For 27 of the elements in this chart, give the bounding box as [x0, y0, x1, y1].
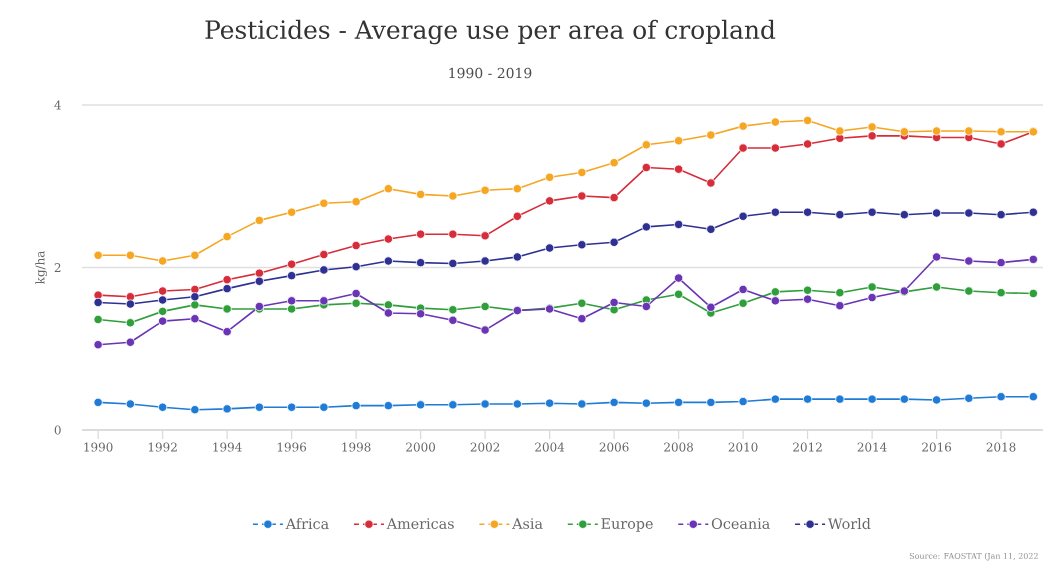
x-tick-label: 1998	[342, 442, 371, 452]
legend-label: Asia	[512, 518, 543, 529]
legend-label: Americas	[386, 518, 454, 529]
chart-title: Pesticides - Average use per area of cropland	[205, 19, 776, 45]
y-tick-label: 0	[54, 425, 61, 435]
legend-label: Africa	[285, 518, 329, 530]
x-tick-label: 2004	[535, 442, 565, 452]
x-tick-label: 1994	[213, 442, 242, 452]
x-tick-label: 2014	[857, 442, 887, 452]
x-tick-label: 2012	[793, 442, 822, 452]
x-tick-label: 2006	[599, 442, 629, 452]
y-axis-title: kg/ha	[35, 250, 48, 285]
legend-label: Europe	[601, 518, 653, 532]
chart-subtitle: 1990 - 2019	[449, 67, 532, 79]
x-tick-label: 1996	[277, 442, 307, 452]
x-tick-label: 2016	[922, 442, 952, 452]
y-tick-label: 2	[54, 263, 61, 272]
x-tick-label: 2000	[406, 442, 436, 452]
y-tick-label: 4	[54, 100, 61, 110]
x-tick-label: 1990	[84, 442, 113, 452]
x-tick-label: 2008	[664, 442, 693, 452]
legend-label: Oceania	[711, 518, 770, 530]
x-tick-label: 1992	[148, 442, 177, 452]
x-tick-label: 2010	[728, 442, 758, 452]
legend-label: World	[827, 518, 871, 530]
x-tick-label: 2002	[470, 442, 500, 452]
x-tick-label: 2018	[986, 442, 1016, 452]
